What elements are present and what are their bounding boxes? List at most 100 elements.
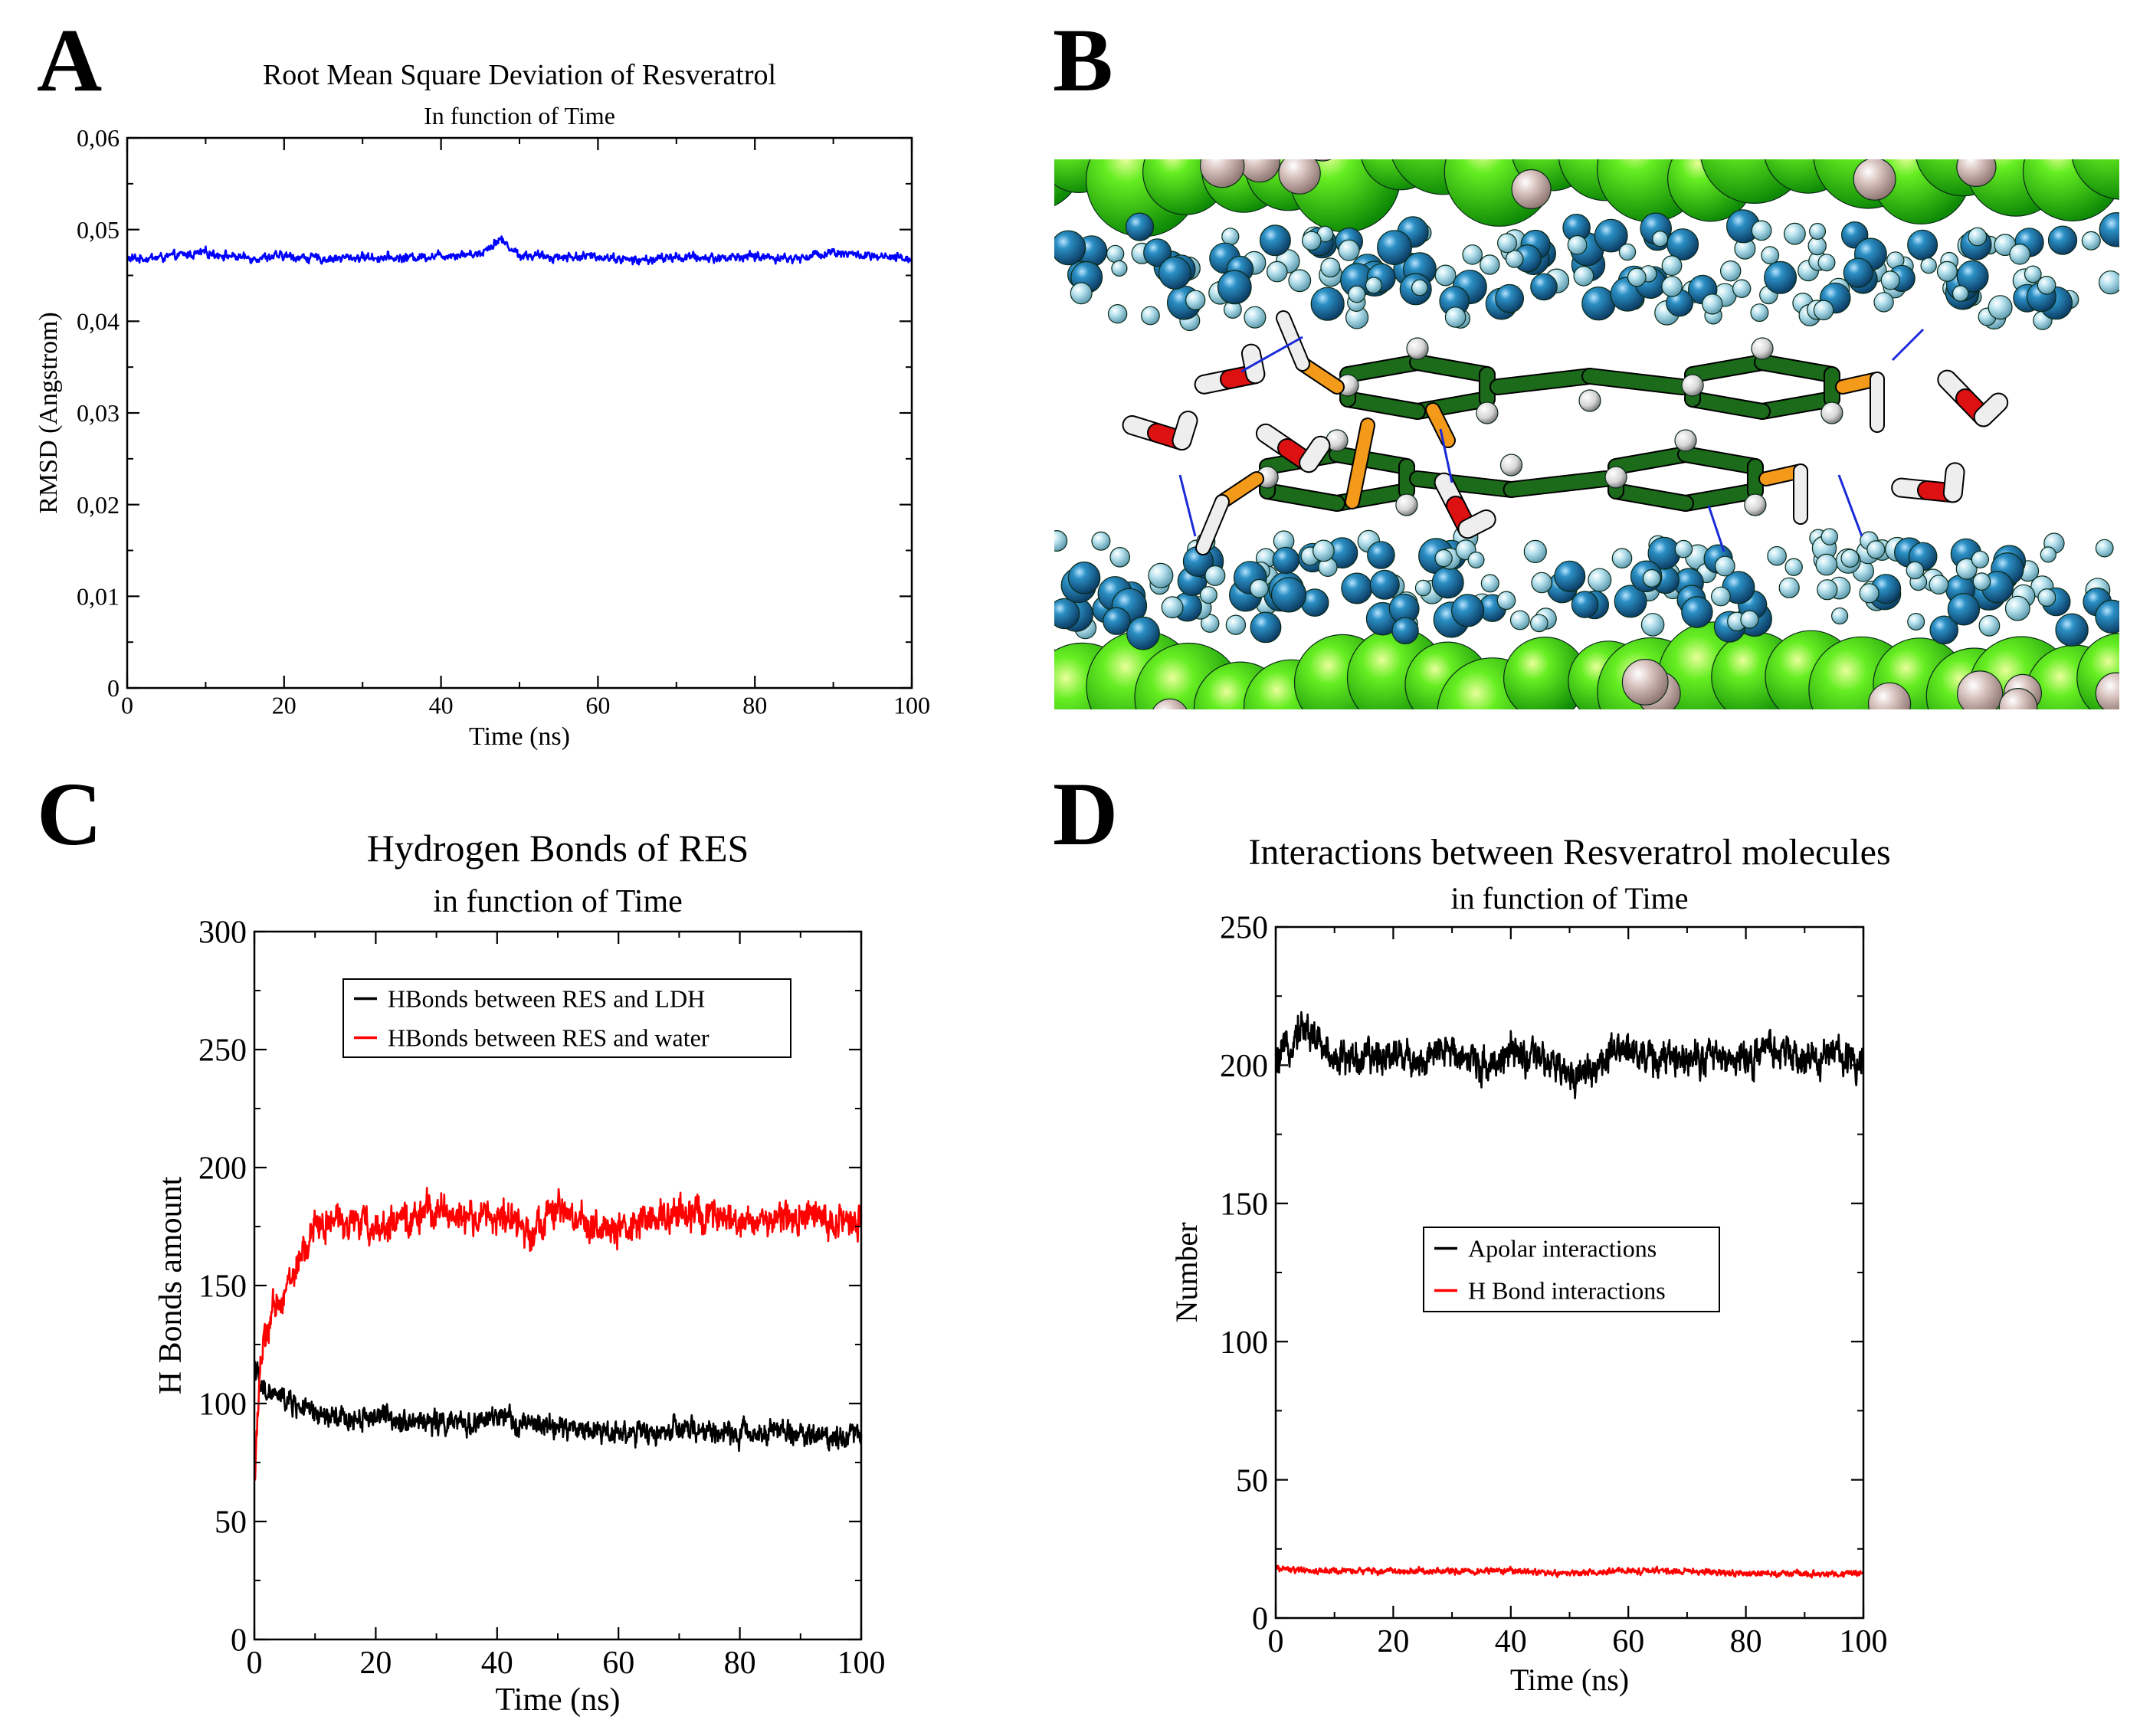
hydrogen-atom — [1588, 568, 1612, 592]
chart-subtitle: In function of Time — [424, 102, 615, 129]
oxygen-atom — [1495, 283, 1524, 313]
hydrogen-atom — [1674, 539, 1693, 558]
oxygen-atom — [1143, 238, 1172, 267]
hydrogen-atom — [1288, 269, 1312, 293]
hydrogen-atom — [1817, 579, 1838, 601]
hydrogen-atom — [1109, 546, 1130, 568]
hydrogen-atom — [1480, 574, 1499, 593]
hydrogen-atom — [1365, 277, 1382, 294]
series-line — [1274, 1564, 1865, 1579]
hydrogen-atom — [1840, 549, 1860, 568]
hbond-line — [1178, 474, 1197, 537]
hydrogen-atom — [1467, 551, 1485, 568]
legend-box — [342, 978, 791, 1058]
hydrogen-atom — [1784, 558, 1803, 576]
bond — [1755, 392, 1839, 418]
bond — [1300, 437, 1329, 472]
plot-frame — [126, 136, 913, 689]
panel-label-d: D — [1053, 764, 1118, 864]
bond — [1504, 472, 1612, 496]
hydrogen-atom — [1161, 596, 1184, 619]
hydrogen-atom — [1978, 614, 2001, 637]
oxygen-atom — [1594, 218, 1628, 253]
hydrogen-atom — [1955, 558, 1978, 580]
hydrogen-atom — [1640, 613, 1665, 637]
oxygen-atom — [2095, 599, 2119, 634]
hydrogen-atom — [1531, 572, 1552, 594]
metal-atom — [2071, 159, 2119, 200]
chart-subtitle: in function of Time — [433, 884, 683, 919]
y-tick-label: 0,05 — [77, 216, 120, 244]
bond — [1411, 355, 1494, 382]
hydrogen-atom — [1971, 550, 1989, 568]
oxygen-atom — [1367, 541, 1395, 569]
oxygen-atom — [1843, 257, 1873, 288]
oxygen-atom — [1067, 561, 1101, 594]
bond — [1975, 394, 2007, 426]
x-tick-label: 80 — [742, 692, 767, 719]
cation-atom — [1200, 159, 1245, 188]
hydrogen-atom — [1509, 610, 1530, 631]
hydrogen-atom — [2095, 539, 2114, 558]
hydrogen-atom — [1496, 233, 1517, 254]
y-tick-label: 100 — [1220, 1325, 1268, 1361]
hydrogen-atom — [1312, 539, 1335, 562]
chart-subtitle: in function of Time — [1450, 881, 1688, 915]
hydrogen-atom — [2037, 588, 2056, 607]
chart-title: Hydrogen Bonds of RES — [367, 827, 749, 870]
x-tick-label: 60 — [602, 1646, 634, 1681]
hydrogen-atom — [1107, 304, 1128, 324]
x-tick-label: 40 — [429, 692, 454, 719]
bond — [1330, 447, 1414, 473]
x-tick-label: 20 — [272, 692, 297, 719]
hydrogen-atom — [1873, 292, 1894, 313]
bond — [1686, 355, 1769, 382]
hydrogen-atom — [1880, 270, 1900, 290]
hydrogen-atom — [1866, 540, 1886, 559]
oxygen-atom — [1217, 270, 1252, 305]
hbond-line — [1240, 336, 1303, 373]
y-axis-label: H Bonds amount — [153, 1176, 188, 1394]
hydrogen-atom — [1783, 222, 1806, 245]
x-tick-label: 60 — [585, 692, 610, 719]
hydrogen-atom — [1244, 306, 1267, 329]
hydrogen-atom — [1054, 530, 1068, 552]
oxygen-atom — [1250, 611, 1282, 644]
oxygen-atom — [1614, 585, 1647, 618]
y-tick-label: 0,06 — [77, 124, 120, 152]
y-tick-label: 0 — [1252, 1602, 1268, 1637]
bond — [1173, 412, 1197, 450]
hydrogen-atom — [1348, 285, 1366, 303]
hydrogen-atom — [1267, 260, 1288, 283]
hydrogen-atom — [1406, 337, 1429, 360]
bond — [1609, 447, 1693, 473]
x-tick-label: 0 — [1268, 1624, 1284, 1659]
y-tick-label: 0 — [107, 674, 120, 702]
oxygen-atom — [1054, 598, 1080, 630]
hydrogen-atom — [1199, 586, 1217, 604]
hbond-line — [1439, 428, 1453, 483]
resveratrol-molecules — [1122, 310, 2009, 555]
hbond-line — [1891, 328, 1925, 362]
bond — [1755, 355, 1839, 382]
hydrogen-atom — [1618, 243, 1637, 261]
y-tick-label: 50 — [215, 1505, 247, 1541]
y-tick-label: 250 — [1220, 911, 1268, 946]
y-axis-label: Number — [1169, 1222, 1204, 1322]
x-tick-label: 80 — [1730, 1624, 1762, 1659]
oxygen-atom — [1391, 617, 1419, 645]
y-tick-label: 300 — [198, 915, 247, 951]
oxygen-atom — [1158, 256, 1191, 290]
hydrogen-atom — [1221, 228, 1240, 246]
hydrogen-atom — [1140, 306, 1160, 326]
bond — [1679, 484, 1762, 510]
x-tick-label: 100 — [837, 1646, 886, 1681]
oxygen-atom — [1764, 260, 1798, 294]
hydrogen-atom — [1809, 223, 1827, 241]
hydrogen-atom — [1744, 493, 1767, 516]
hydrogen-atom — [1320, 257, 1341, 278]
hydrogen-atom — [1907, 612, 1925, 631]
hydrogen-atom — [1674, 429, 1697, 452]
oxygen-atom — [1310, 287, 1345, 321]
bond — [1944, 463, 1964, 502]
